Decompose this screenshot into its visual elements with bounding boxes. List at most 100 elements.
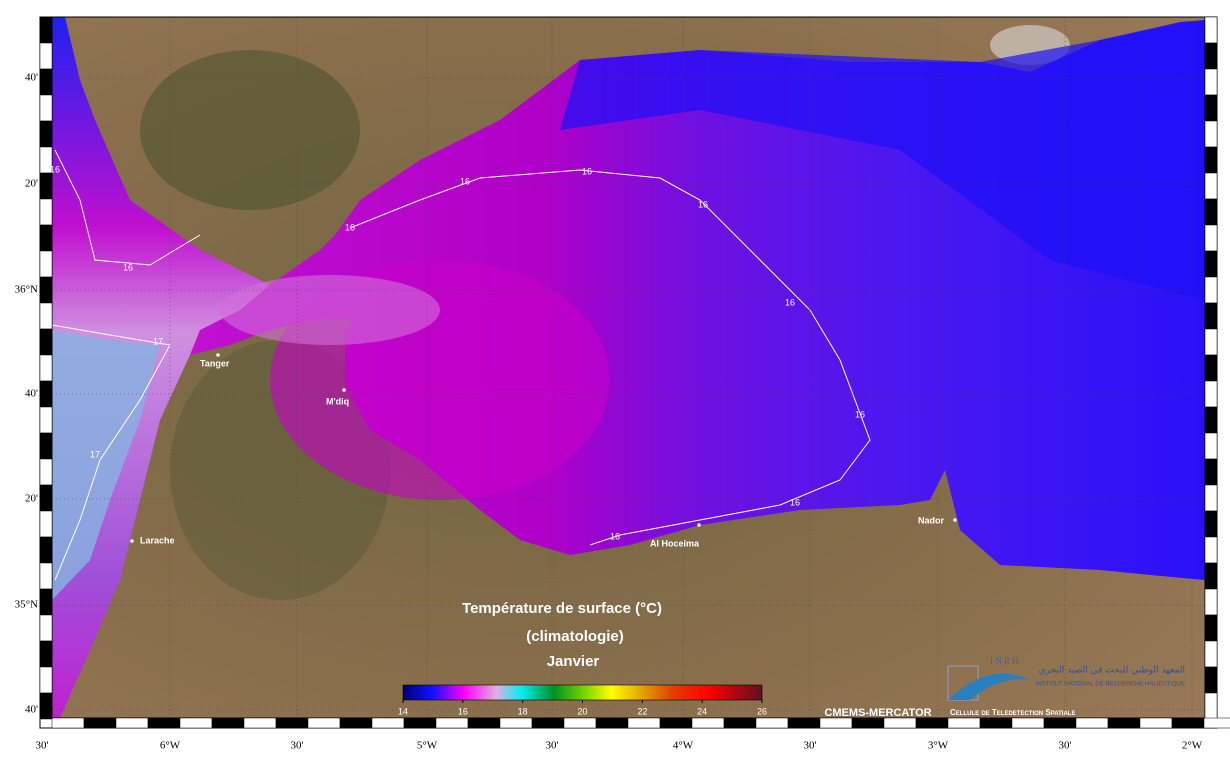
- frame-tick: [39, 380, 53, 408]
- frame-tick: [1204, 198, 1218, 226]
- frame-tick: [39, 614, 53, 642]
- frame-tick: [307, 717, 341, 729]
- subtitle: (climatologie): [526, 628, 624, 645]
- frame-tick: [51, 717, 85, 729]
- frame-tick: [1075, 717, 1109, 729]
- contour-label: 16: [460, 176, 470, 186]
- frame-tick: [179, 717, 213, 729]
- colorbar-label: 22: [637, 706, 647, 716]
- logo-name: INSTITUT NATIONAL DE RECHERCHE HALIEUTIQ…: [1036, 682, 1185, 688]
- city-dot: [697, 523, 701, 527]
- frame-tick: [39, 94, 53, 122]
- frame-tick: [39, 432, 53, 460]
- lat-label: 40': [25, 704, 38, 716]
- frame-tick: [1204, 640, 1218, 668]
- contour-label: 16: [123, 262, 133, 272]
- frame-tick: [371, 717, 405, 729]
- city-label: Tanger: [200, 358, 230, 368]
- frame-tick: [39, 224, 53, 252]
- colorbar-label: 24: [697, 706, 707, 716]
- frame-tick: [1171, 717, 1205, 729]
- frame-tick: [39, 640, 53, 668]
- frame-tick: [1204, 536, 1218, 564]
- frame-tick: [1011, 717, 1045, 729]
- lon-label: 5°W: [417, 740, 438, 752]
- frame-tick: [1204, 68, 1218, 96]
- frame-tick: [1043, 717, 1077, 729]
- lat-label: 20': [25, 178, 38, 190]
- frame-tick: [403, 717, 437, 729]
- contour-label: 16: [610, 531, 620, 541]
- lon-label: 3°W: [928, 740, 949, 752]
- frame-tick: [115, 717, 149, 729]
- frame-tick: [39, 276, 53, 304]
- frame-tick: [1204, 146, 1218, 174]
- city-label: M'diq: [326, 396, 349, 406]
- lon-label: 30': [804, 740, 817, 752]
- frame-tick: [1204, 458, 1218, 486]
- logo-unit: Cellule de Teledetection Spatiale: [950, 708, 1075, 717]
- contour-label: 16: [345, 222, 355, 232]
- colorbar-label: 18: [518, 706, 528, 716]
- frame-tick: [1204, 692, 1218, 720]
- frame-tick: [39, 354, 53, 382]
- contour-label: 16: [698, 199, 708, 209]
- frame-tick: [1204, 94, 1218, 122]
- logo-wave: [948, 673, 1030, 700]
- warm-water: [220, 275, 440, 345]
- lon-label: 30': [546, 740, 559, 752]
- cool-water: [52, 330, 160, 600]
- source: CMEMS-MERCATOR: [824, 707, 931, 719]
- frame-tick: [1204, 42, 1218, 70]
- frame-tick: [1204, 588, 1218, 616]
- frame-tick: [39, 250, 53, 278]
- frame-tick: [819, 717, 853, 729]
- frame-tick: [1204, 120, 1218, 148]
- contour-label: 16: [855, 409, 865, 419]
- frame-tick: [659, 717, 693, 729]
- city-label: Nador: [918, 515, 945, 525]
- frame-tick: [39, 484, 53, 512]
- frame-tick: [147, 717, 181, 729]
- period: Janvier: [547, 653, 600, 670]
- frame-tick: [39, 42, 53, 70]
- frame-tick: [1204, 406, 1218, 434]
- atlantic-sea: [52, 17, 270, 718]
- relief: [140, 50, 360, 210]
- colorbar-label: 26: [757, 706, 767, 716]
- frame-tick: [627, 717, 661, 729]
- lat-label: 40': [25, 72, 38, 84]
- frame-tick: [531, 717, 565, 729]
- frame-tick: [1204, 224, 1218, 252]
- frame-tick: [39, 406, 53, 434]
- frame-tick: [691, 717, 725, 729]
- frame-tick: [1204, 614, 1218, 642]
- city-label: Al Hoceima: [650, 538, 700, 548]
- frame-tick: [39, 198, 53, 226]
- frame-tick: [1204, 380, 1218, 408]
- title: Température de surface (°C): [462, 600, 662, 617]
- colorbar-label: 14: [398, 706, 408, 716]
- contour-label: 16: [790, 497, 800, 507]
- frame-tick: [883, 717, 917, 729]
- frame-tick: [499, 717, 533, 729]
- frame-tick: [1204, 276, 1218, 304]
- lon-label: 30': [36, 740, 49, 752]
- frame-tick: [1204, 354, 1218, 382]
- city-dot: [342, 388, 346, 392]
- frame-tick: [723, 717, 757, 729]
- lat-label: 20': [25, 493, 38, 505]
- frame-tick: [1204, 328, 1218, 356]
- frame-tick: [39, 536, 53, 564]
- frame-tick: [947, 717, 981, 729]
- frame-tick: [39, 172, 53, 200]
- frame-tick: [1204, 666, 1218, 694]
- lon-label: 30': [291, 740, 304, 752]
- frame-tick: [1204, 432, 1218, 460]
- lon-label: 2°W: [1182, 740, 1203, 752]
- frame-tick: [39, 510, 53, 538]
- lat-label: 36°N: [15, 284, 38, 296]
- frame-tick: [39, 588, 53, 616]
- frame-tick: [1139, 717, 1173, 729]
- frame-tick: [1204, 172, 1218, 200]
